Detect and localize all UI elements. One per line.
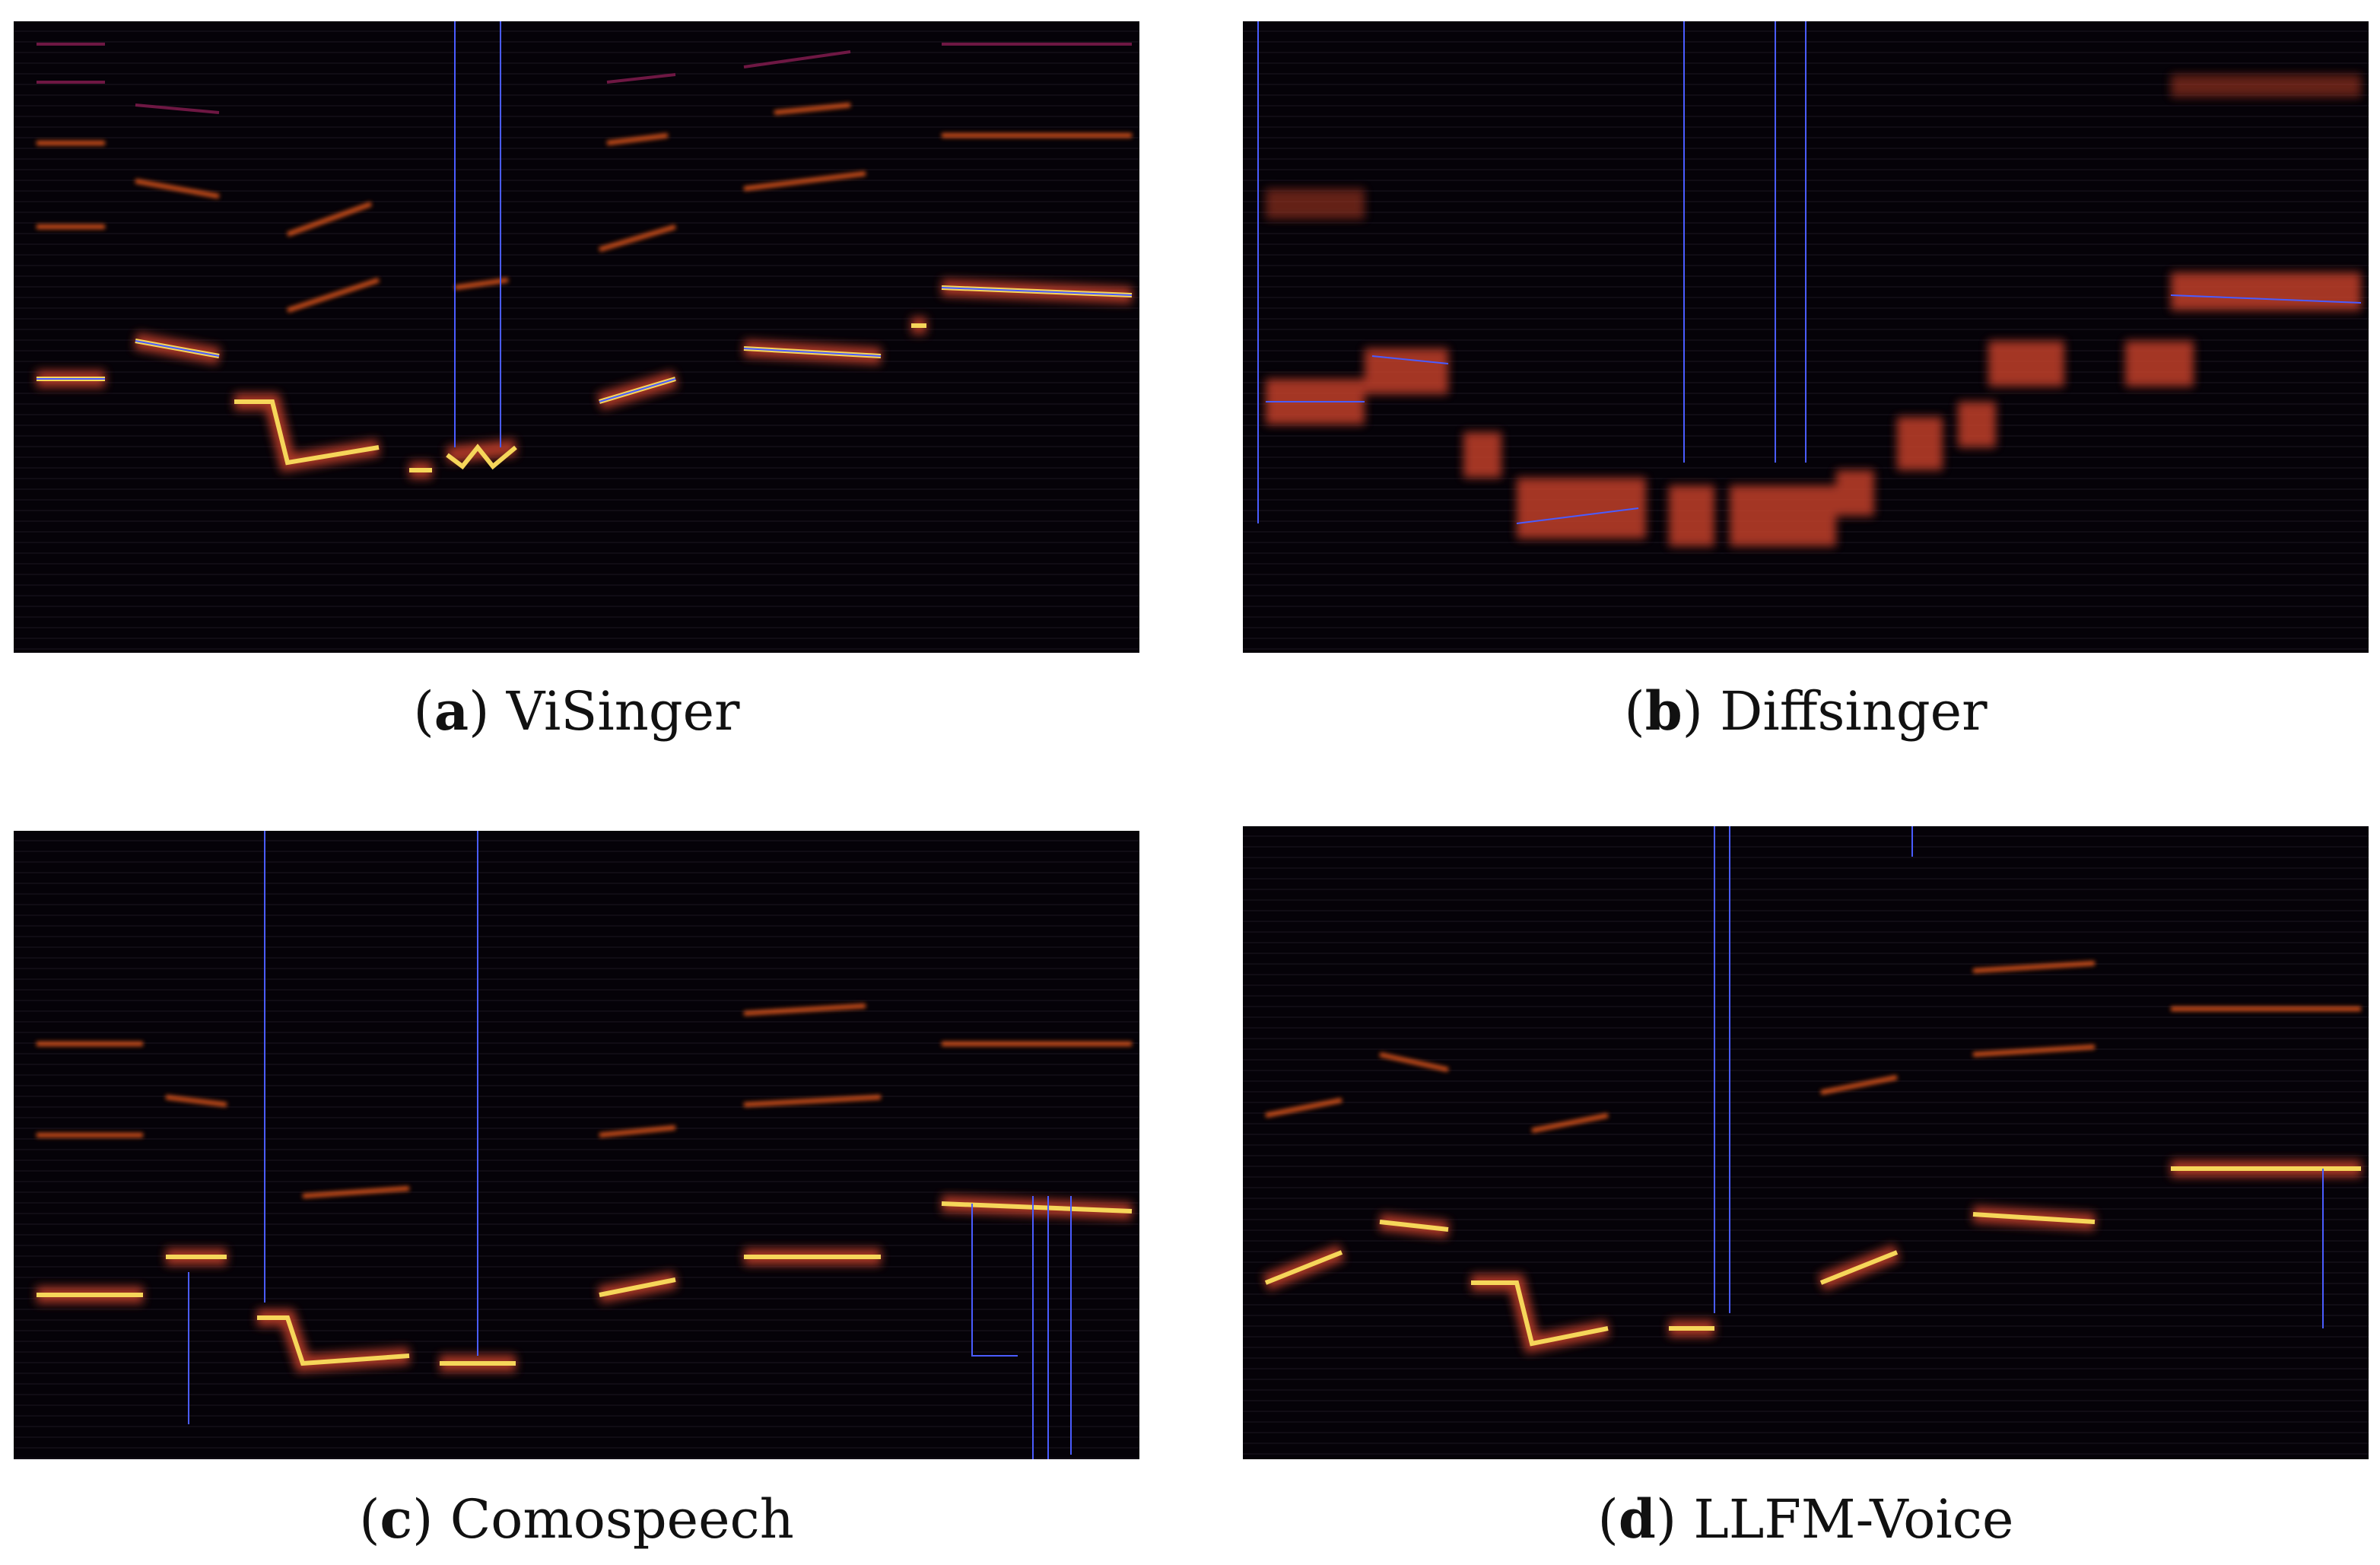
caption-a: (a) ViSinger bbox=[413, 679, 740, 743]
caption-b: (b) Diffsinger bbox=[1624, 679, 1988, 743]
caption-a-title: ViSinger bbox=[506, 680, 740, 743]
spectrogram-comospeech-svg bbox=[14, 831, 1139, 1459]
spectrogram-llfm-voice bbox=[1243, 826, 2369, 1459]
spectrogram-llfm-voice-svg bbox=[1243, 826, 2369, 1459]
caption-d-label: d bbox=[1618, 1487, 1656, 1551]
spectrogram-visinger bbox=[14, 21, 1139, 653]
caption-c-label: c bbox=[380, 1487, 413, 1551]
caption-a-label: a bbox=[434, 679, 469, 743]
caption-c-title: Comospeech bbox=[450, 1488, 794, 1551]
spectrogram-visinger-svg bbox=[14, 21, 1139, 653]
spectrogram-comospeech bbox=[14, 831, 1139, 1459]
spectrogram-diffsinger-svg bbox=[1243, 21, 2369, 653]
spectrogram-diffsinger bbox=[1243, 21, 2369, 653]
caption-b-title: Diffsinger bbox=[1720, 680, 1988, 743]
caption-b-label: b bbox=[1644, 679, 1683, 743]
caption-d-title: LLFM-Voice bbox=[1693, 1488, 2014, 1551]
caption-c: (c) Comospeech bbox=[359, 1487, 794, 1551]
caption-d: (d) LLFM-Voice bbox=[1597, 1487, 2014, 1551]
